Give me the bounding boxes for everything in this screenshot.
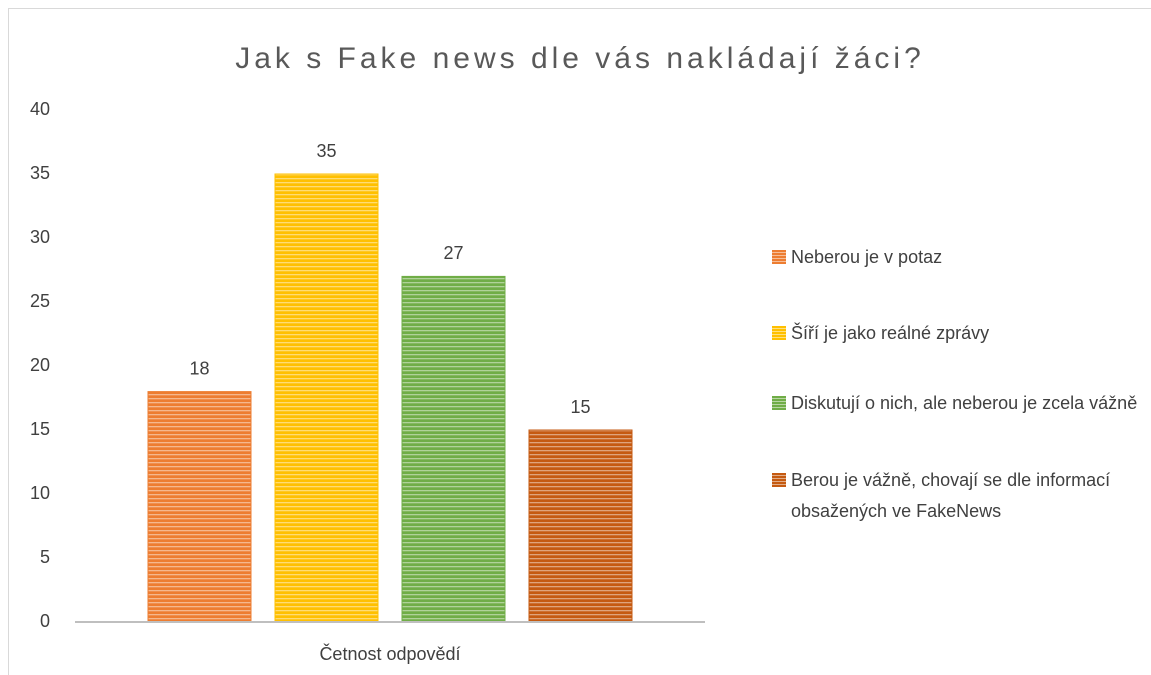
- legend-label: Berou je vážně, chovají se dle informací…: [791, 470, 1111, 521]
- y-tick-label: 15: [30, 419, 50, 439]
- y-tick-label: 25: [30, 291, 50, 311]
- y-tick-label: 0: [40, 611, 50, 631]
- y-tick-label: 40: [30, 99, 50, 119]
- bar: [401, 275, 506, 623]
- legend-item: Diskutují o nich, ale neberou je zcela v…: [772, 388, 1143, 419]
- data-label: 18: [189, 358, 209, 378]
- y-tick-label: 30: [30, 227, 50, 247]
- y-tick-label: 5: [40, 547, 50, 567]
- legend-label: Neberou je v potaz: [791, 247, 943, 267]
- chart-title: Jak s Fake news dle vás nakládají žáci?: [235, 42, 925, 75]
- y-tick-label: 10: [30, 483, 50, 503]
- bar: [147, 391, 252, 623]
- legend-label: Šíří je jako reálné zprávy: [791, 323, 990, 343]
- bar: [528, 429, 633, 623]
- data-label: 15: [570, 397, 590, 417]
- data-label: 35: [316, 141, 336, 161]
- y-tick-label: 20: [30, 355, 50, 375]
- legend-item: Šíří je jako reálné zprávy: [772, 318, 1143, 349]
- legend-item: Neberou je v potaz: [772, 242, 1143, 273]
- y-tick-label: 35: [30, 163, 50, 183]
- bar: [274, 173, 379, 623]
- legend-label: Diskutují o nich, ale neberou je zcela v…: [791, 393, 1138, 413]
- legend-swatch: [772, 250, 786, 264]
- legend-swatch: [772, 326, 786, 340]
- legend-item: Berou je vážně, chovají se dle informací…: [772, 465, 1143, 527]
- legend-swatch: [772, 396, 786, 410]
- data-label: 27: [443, 243, 463, 263]
- legend-swatch: [772, 473, 786, 487]
- chart-border: [8, 8, 1151, 675]
- x-tick-label: Četnost odpovědí: [319, 643, 460, 664]
